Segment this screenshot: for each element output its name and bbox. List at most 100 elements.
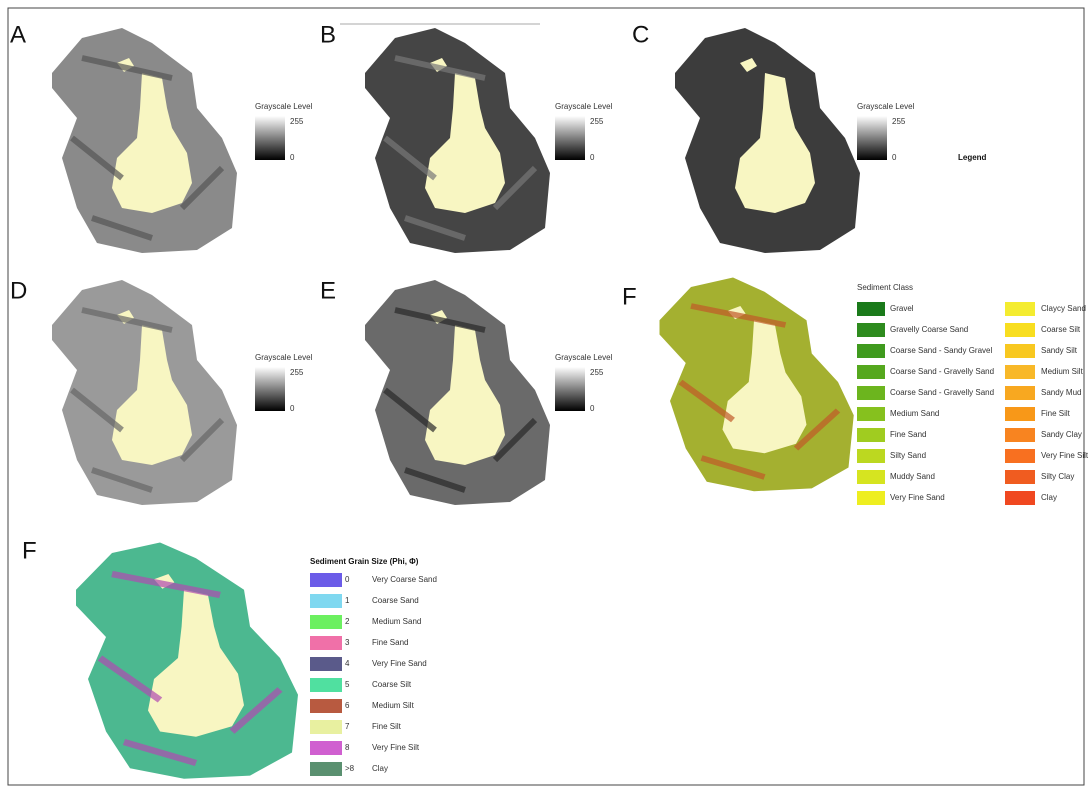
legend-swatch: [310, 741, 342, 755]
legend-min: 0: [892, 153, 897, 162]
legend-swatch: [1005, 344, 1035, 358]
legend-title: Grayscale Level: [555, 353, 613, 362]
legend-min: 0: [290, 153, 295, 162]
phi-value: 0: [345, 575, 350, 584]
legend-swatch: [1005, 449, 1035, 463]
legend-swatch: [857, 344, 885, 358]
legend-swatch: [857, 302, 885, 316]
legend-swatch: [310, 573, 342, 587]
legend-label: Very Fine Silt: [372, 743, 420, 752]
gradient-swatch: [857, 116, 887, 160]
legend-swatch: [1005, 407, 1035, 421]
map: [365, 28, 550, 253]
panel-label: D: [10, 277, 27, 304]
legend-label: Silty Clay: [1041, 472, 1074, 481]
legend-label: Medium Sand: [890, 409, 939, 418]
legend-swatch: [310, 720, 342, 734]
legend-title: Grayscale Level: [255, 102, 313, 111]
legend-swatch: [857, 449, 885, 463]
phi-value: 2: [345, 617, 350, 626]
legend-swatch: [310, 762, 342, 776]
legend-label: Very Fine Sand: [372, 659, 427, 668]
legend-title: Sediment Grain Size (Phi, Φ): [310, 557, 419, 566]
legend-swatch: [1005, 365, 1035, 379]
legend-swatch: [1005, 470, 1035, 484]
legend-title: Grayscale Level: [555, 102, 613, 111]
legend-label: Coarse Sand: [372, 596, 419, 605]
legend-max: 255: [590, 117, 604, 126]
phi-value: 4: [345, 659, 350, 668]
legend-max: 255: [290, 368, 304, 377]
legend-swatch: [310, 636, 342, 650]
legend-label: Coarse Sand - Gravelly Sand: [890, 388, 994, 397]
phi-value: 1: [345, 596, 350, 605]
gradient-swatch: [555, 367, 585, 411]
legend-swatch: [1005, 491, 1035, 505]
legend-swatch: [857, 386, 885, 400]
legend-swatch: [857, 365, 885, 379]
panel-label: E: [320, 277, 336, 304]
panel-label: B: [320, 21, 336, 48]
legend-label: Medium Silt: [372, 701, 415, 710]
legend-label: Coarse Sand - Gravelly Sand: [890, 367, 994, 376]
legend-label: Fine Sand: [372, 638, 408, 647]
map: [76, 543, 298, 779]
legend-heading: Legend: [958, 153, 987, 162]
legend-swatch: [857, 407, 885, 421]
legend-swatch: [310, 699, 342, 713]
legend-label: Fine Sand: [890, 430, 926, 439]
legend-label: Very Fine Silt: [1041, 451, 1089, 460]
legend-max: 255: [892, 117, 906, 126]
panel-label: F: [622, 283, 637, 310]
legend-title: Grayscale Level: [857, 102, 915, 111]
gradient-swatch: [255, 116, 285, 160]
legend-label: Medium Silt: [1041, 367, 1084, 376]
legend-label: Gravelly Coarse Sand: [890, 325, 968, 334]
legend-swatch: [310, 594, 342, 608]
phi-value: 3: [345, 638, 350, 647]
legend-swatch: [857, 470, 885, 484]
legend-label: Gravel: [890, 304, 914, 313]
legend-swatch: [1005, 302, 1035, 316]
panel-label: F: [22, 537, 37, 564]
legend-label: Claycy Sand: [1041, 304, 1086, 313]
legend-min: 0: [590, 404, 595, 413]
panel-label: C: [632, 21, 649, 48]
map: [660, 278, 854, 492]
legend-label: Coarse Silt: [1041, 325, 1081, 334]
legend-max: 255: [290, 117, 304, 126]
legend-min: 0: [590, 153, 595, 162]
legend-swatch: [1005, 386, 1035, 400]
legend-label: Clay: [372, 764, 388, 773]
phi-value: 6: [345, 701, 350, 710]
legend-label: Sandy Mud: [1041, 388, 1081, 397]
legend-swatch: [310, 678, 342, 692]
legend-swatch: [857, 491, 885, 505]
gradient-swatch: [255, 367, 285, 411]
legend-label: Clay: [1041, 493, 1057, 502]
legend-label: Sandy Clay: [1041, 430, 1082, 439]
legend-label: Coarse Sand - Sandy Gravel: [890, 346, 992, 355]
map: [52, 280, 237, 505]
gradient-swatch: [555, 116, 585, 160]
phi-value: 5: [345, 680, 350, 689]
legend-min: 0: [290, 404, 295, 413]
legend-label: Coarse Silt: [372, 680, 412, 689]
legend-swatch: [310, 657, 342, 671]
legend-swatch: [1005, 428, 1035, 442]
legend-label: Fine Silt: [372, 722, 402, 731]
legend-label: Muddy Sand: [890, 472, 935, 481]
map: [675, 28, 860, 253]
legend-label: Sandy Silt: [1041, 346, 1078, 355]
legend-swatch: [1005, 323, 1035, 337]
phi-value: >8: [345, 764, 355, 773]
map-shape: [675, 28, 860, 253]
map: [52, 28, 237, 253]
legend-label: Very Coarse Sand: [372, 575, 437, 584]
phi-value: 7: [345, 722, 350, 731]
phi-value: 8: [345, 743, 350, 752]
map: [365, 280, 550, 505]
legend-label: Fine Silt: [1041, 409, 1071, 418]
legend-label: Medium Sand: [372, 617, 421, 626]
legend-label: Very Fine Sand: [890, 493, 945, 502]
